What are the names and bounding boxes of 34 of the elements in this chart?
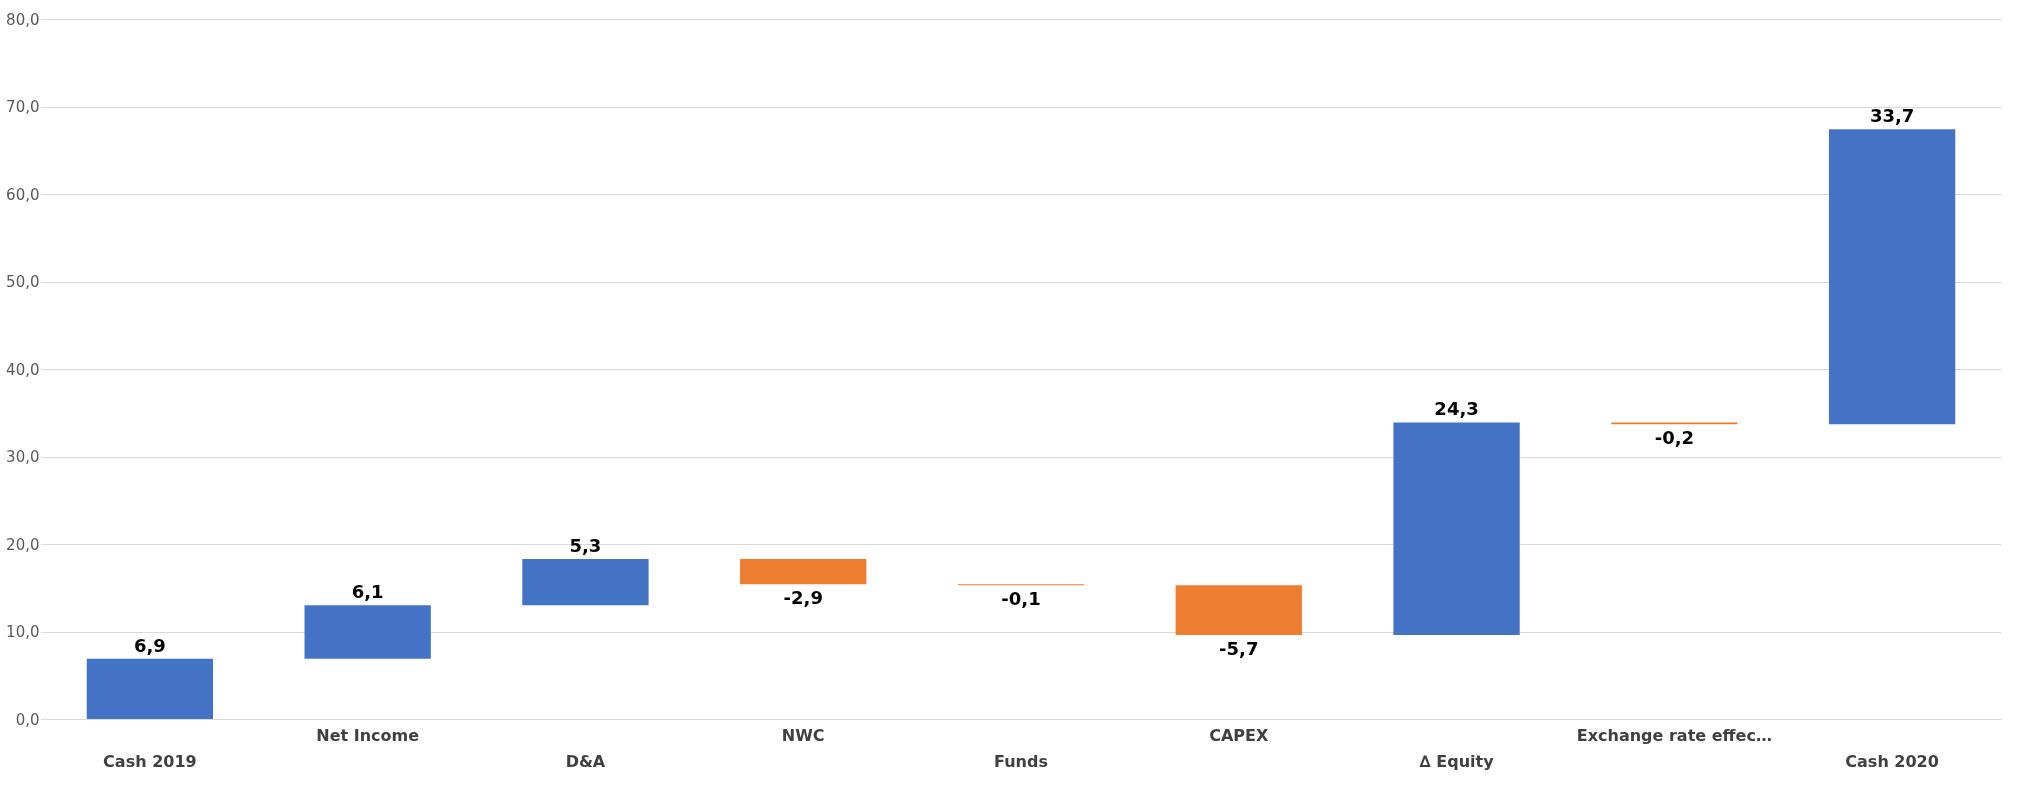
x-tick-label: Cash 2020	[1845, 751, 1939, 771]
data-label: 6,1	[351, 581, 384, 603]
y-tick-label: 30,0	[6, 448, 40, 466]
y-tick-label: 60,0	[6, 185, 40, 204]
x-tick-label: ∆ Equity	[1419, 751, 1495, 771]
bar	[740, 558, 867, 585]
bar	[1175, 585, 1302, 635]
data-label: 5,3	[569, 534, 602, 556]
bar	[304, 605, 431, 659]
y-tick-label: 40,0	[6, 360, 40, 379]
data-label: -2,9	[783, 587, 823, 609]
y-tick-label: 0,0	[15, 710, 40, 729]
x-tick-label: Cash 2019	[103, 751, 197, 771]
bar	[522, 558, 649, 606]
data-label: 33,7	[1869, 105, 1915, 127]
y-tick-label: 10,0	[6, 623, 40, 641]
x-tick-label: Net Income	[316, 725, 420, 745]
x-tick-label: NWC	[781, 725, 825, 745]
x-tick-label: Exchange rate effec…	[1576, 725, 1772, 745]
x-tick-label: Funds	[994, 751, 1048, 771]
y-tick-label: 80,0	[6, 10, 40, 29]
bar	[86, 658, 214, 719]
y-tick-label: 20,0	[6, 535, 40, 554]
y-tick-label: 50,0	[6, 273, 40, 291]
data-label: 24,3	[1434, 398, 1479, 420]
data-label: -5,7	[1219, 638, 1259, 659]
y-tick-label: 70,0	[6, 98, 40, 116]
x-tick-label: CAPEX	[1209, 725, 1269, 745]
x-tick-label: D&A	[565, 751, 606, 771]
data-label: -0,2	[1654, 427, 1695, 449]
bar	[1828, 129, 1956, 425]
data-label: -0,1	[1001, 588, 1041, 610]
bar	[1393, 422, 1520, 635]
data-label: 6,9	[133, 634, 166, 656]
